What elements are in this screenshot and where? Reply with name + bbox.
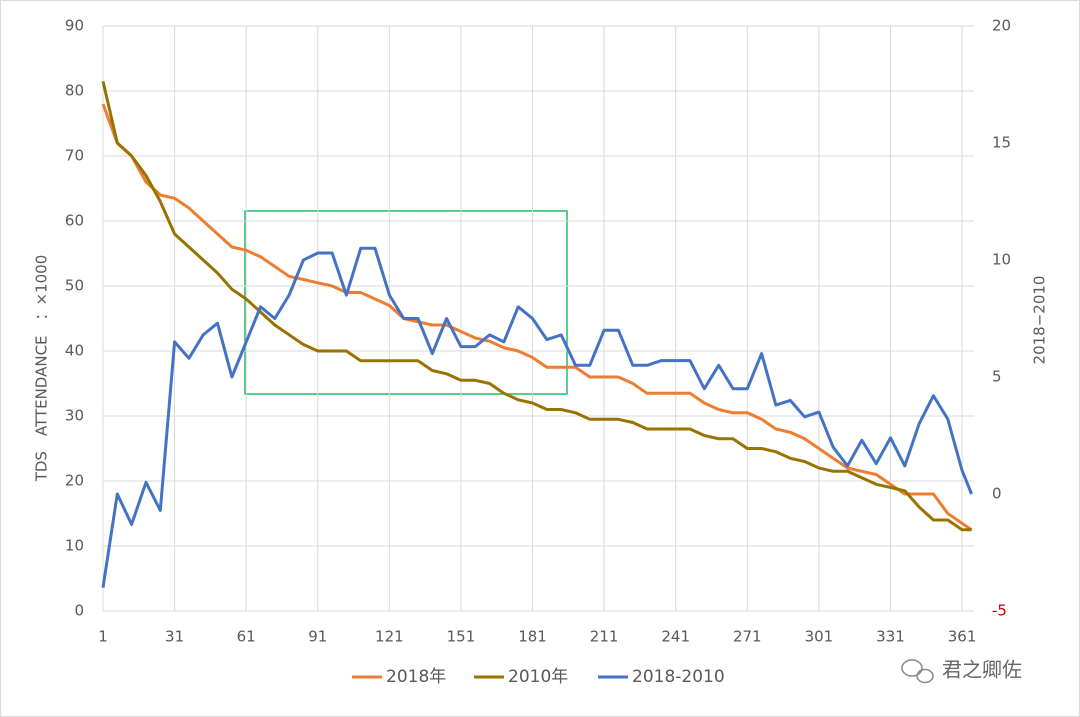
x-tick-label: 241 <box>661 628 690 646</box>
y-tick-label: 0 <box>74 602 84 620</box>
y-tick-label: 80 <box>65 82 84 100</box>
x-tick-label: 301 <box>805 628 834 646</box>
y2-tick-label: 0 <box>992 485 1002 503</box>
x-tick-label: 31 <box>165 628 184 646</box>
x-tick-label: 361 <box>948 628 977 646</box>
y-tick-label: 50 <box>65 277 84 295</box>
x-tick-label: 61 <box>237 628 256 646</box>
y-tick-label: 20 <box>65 472 84 490</box>
y2-tick-label: -5 <box>992 602 1007 620</box>
y2-tick-label: 10 <box>992 251 1011 269</box>
y-tick-label: 10 <box>65 537 84 555</box>
watermark-icon <box>901 659 934 684</box>
y-tick-label: 40 <box>65 342 84 360</box>
y-tick-label: 90 <box>65 17 84 35</box>
y-tick-label: 70 <box>65 147 84 165</box>
x-tick-label: 121 <box>375 628 404 646</box>
x-tick-label: 91 <box>308 628 327 646</box>
x-tick-label: 151 <box>447 628 476 646</box>
y2-tick-label: 15 <box>992 134 1011 152</box>
x-tick-label: 211 <box>590 628 619 646</box>
y-axis-title: TDS ATTENDANCE ：×1000 <box>33 255 51 483</box>
legend-label: 2018-2010 <box>632 667 725 687</box>
x-tick-label: 331 <box>876 628 905 646</box>
y2-tick-label: 5 <box>992 368 1002 386</box>
y2-tick-label: 20 <box>992 17 1011 35</box>
x-tick-label: 181 <box>518 628 547 646</box>
line <box>101 246 973 588</box>
x-tick-label: 271 <box>733 628 762 646</box>
y2-axis-title: 2018−2010 <box>1031 276 1049 365</box>
legend-label: 2018年 <box>386 667 446 687</box>
x-tick-label: 1 <box>98 628 108 646</box>
y-tick-label: 30 <box>65 407 84 425</box>
y-tick-label: 60 <box>65 212 84 230</box>
line <box>101 103 973 532</box>
highlight-box <box>244 210 568 395</box>
line <box>101 80 972 532</box>
legend-label: 2010年 <box>508 667 568 687</box>
watermark: 君之卿佐 <box>942 658 1022 682</box>
